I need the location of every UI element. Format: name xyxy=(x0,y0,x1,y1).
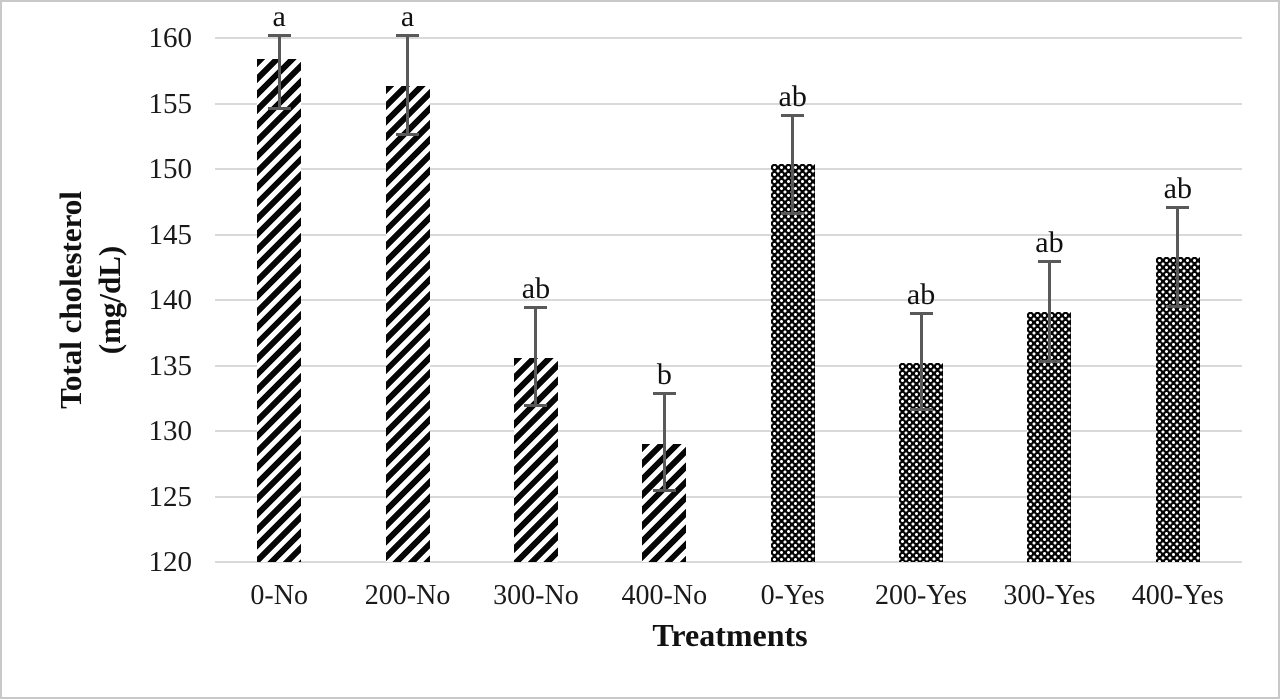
x-tick-label: 400-No xyxy=(621,580,708,611)
significance-letter: ab xyxy=(521,271,551,305)
gridline xyxy=(215,561,1242,563)
x-tick-label: 200-Yes xyxy=(875,580,968,611)
gridline xyxy=(215,495,1242,498)
y-tick-label: 150 xyxy=(148,153,193,185)
bar-0-no xyxy=(257,58,302,562)
x-axis-title: Treatments xyxy=(652,617,808,653)
error-bar-line xyxy=(406,35,410,135)
bar-200-no xyxy=(385,86,430,562)
y-tick-label: 130 xyxy=(148,415,193,447)
y-tick-label: 160 xyxy=(148,22,193,54)
bar-200-yes xyxy=(899,362,944,562)
significance-letter: a xyxy=(400,0,415,34)
y-tick-label: 155 xyxy=(148,87,193,120)
error-bar-cap-bottom xyxy=(524,404,548,408)
error-bar-cap-bottom xyxy=(1037,359,1061,363)
y-tick-label: 145 xyxy=(148,218,193,251)
error-bar-cap-bottom xyxy=(396,132,420,136)
y-tick-label: 135 xyxy=(148,349,193,382)
bar-0-yes xyxy=(770,163,815,562)
error-bar-cap-top xyxy=(396,34,420,38)
error-bar-cap-top xyxy=(1166,205,1190,209)
gridline xyxy=(215,364,1242,367)
significance-letter: a xyxy=(272,0,286,34)
error-bar-line xyxy=(277,35,281,109)
x-tick-label: 300-No xyxy=(493,580,579,611)
error-bar-cap-bottom xyxy=(1166,304,1190,308)
error-bar-cap-top xyxy=(909,312,933,316)
error-bar-cap-bottom xyxy=(652,489,676,493)
gridline xyxy=(215,233,1242,236)
bar-300-yes xyxy=(1027,311,1072,562)
error-bar-cap-top xyxy=(524,305,548,309)
error-bar-cap-bottom xyxy=(267,106,291,110)
error-bar-line xyxy=(1047,260,1051,362)
error-bar-line xyxy=(1176,206,1180,307)
error-bar-cap-top xyxy=(267,34,291,38)
x-tick-label: 400-Yes xyxy=(1131,580,1224,611)
bar-400-yes xyxy=(1155,256,1200,562)
gridline xyxy=(215,37,1242,39)
error-bar-line xyxy=(791,115,795,214)
gridline xyxy=(215,102,1242,105)
gridline xyxy=(215,299,1242,301)
y-tick-label: 140 xyxy=(148,284,193,316)
error-bar-cap-top xyxy=(652,392,676,395)
gridline xyxy=(215,430,1242,432)
x-tick-label: 0-Yes xyxy=(760,580,825,611)
error-bar-cap-top xyxy=(781,114,805,118)
x-tick-label: 200-No xyxy=(364,580,451,611)
significance-letter: b xyxy=(656,358,672,391)
y-tick-label: 125 xyxy=(148,480,193,513)
significance-letter: ab xyxy=(778,80,807,114)
error-bar-line xyxy=(534,306,538,407)
error-bar-cap-bottom xyxy=(781,211,805,215)
significance-letter: ab xyxy=(1163,171,1192,205)
error-bar-cap-top xyxy=(1037,259,1061,263)
error-bar-line xyxy=(662,393,666,492)
significance-letter: ab xyxy=(1035,225,1064,259)
error-bar-line xyxy=(919,313,923,411)
y-tick-label: 120 xyxy=(148,546,193,578)
x-tick-label: 300-Yes xyxy=(1003,580,1096,611)
significance-letter: ab xyxy=(906,278,936,312)
x-tick-label: 0-No xyxy=(250,580,308,611)
gridline xyxy=(215,168,1242,170)
error-bar-cap-bottom xyxy=(909,408,933,412)
